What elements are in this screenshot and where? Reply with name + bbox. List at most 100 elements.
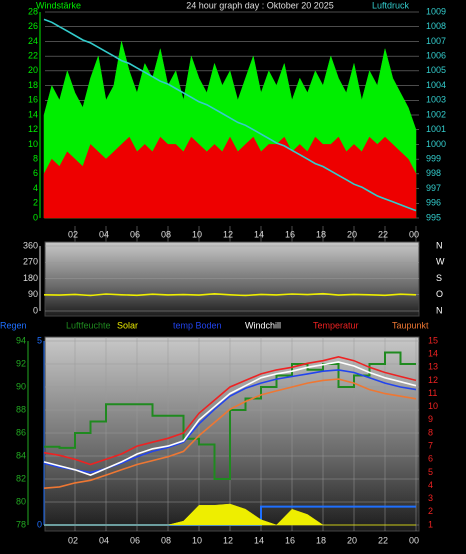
- x-tick-label: 20: [347, 229, 357, 239]
- y2-axis-title: Luftdruck: [372, 0, 410, 10]
- x-tick-label: 00: [409, 535, 419, 545]
- y-tick-label: 360: [23, 240, 38, 250]
- y2-tick-label: 15: [428, 335, 438, 345]
- y2-tick-label: 1000: [426, 139, 446, 149]
- y-tick-label: 80: [16, 496, 26, 506]
- y2-tick-label: 1009: [426, 6, 446, 16]
- y2-tick-label: 1003: [426, 95, 446, 105]
- x-tick-label: 16: [285, 535, 295, 545]
- y-axis-title: Windstärke: [36, 0, 81, 10]
- chart-title: 24 hour graph day : Oktober 20 2025: [186, 0, 334, 10]
- series-area: [44, 503, 416, 526]
- x-tick-label: 14: [254, 535, 264, 545]
- y2-tick-label: 1004: [426, 80, 446, 90]
- x-tick-label: 06: [130, 229, 140, 239]
- y2-tick-label: 1005: [426, 65, 446, 75]
- y-tick-label: 14: [28, 109, 38, 119]
- y2-tick-label: N: [436, 305, 443, 315]
- x-tick-label: 06: [130, 535, 140, 545]
- y2-tick-label: 5: [428, 467, 433, 477]
- x-tick-label: 10: [192, 229, 202, 239]
- series-line: [43, 18, 417, 212]
- y2-tick-label: 2: [428, 506, 433, 516]
- y2-tick-label: 1001: [426, 124, 446, 134]
- y2-tick-label: 4: [428, 480, 433, 490]
- y-tick-label: 26: [28, 21, 38, 31]
- y2-tick-label: 13: [428, 362, 438, 372]
- series-line: [43, 378, 417, 489]
- y2-tick-label: 1008: [426, 21, 446, 31]
- y2-tick-label: N: [436, 240, 443, 250]
- y2-tick-label: 1007: [426, 36, 446, 46]
- y2-tick-label: 12: [428, 375, 438, 385]
- y3-tick-label: 5: [37, 335, 42, 345]
- y-tick-label: 86: [16, 427, 26, 437]
- y2-tick-label: 3: [428, 493, 433, 503]
- x-tick-label: 02: [68, 229, 78, 239]
- y2-tick-label: 6: [428, 454, 433, 464]
- y-tick-label: 0: [33, 212, 38, 222]
- x-tick-label: 02: [68, 535, 78, 545]
- series-line: [43, 361, 417, 476]
- legend-entry: Luftfeuchte: [66, 320, 111, 330]
- y2-tick-label: 995: [426, 212, 441, 222]
- x-tick-label: 12: [223, 535, 233, 545]
- y-tick-label: 0: [33, 305, 38, 315]
- y-tick-label: 8: [33, 154, 38, 164]
- y-tick-label: 90: [28, 289, 38, 299]
- plot-area: [44, 336, 420, 532]
- y-tick-label: 78: [16, 519, 26, 529]
- y2-tick-label: 1002: [426, 109, 446, 119]
- y-tick-label: 16: [28, 95, 38, 105]
- y2-tick-label: 8: [428, 427, 433, 437]
- legend-entry: Regen: [0, 320, 27, 330]
- y3-tick-label: 0: [37, 519, 42, 529]
- x-tick-label: 00: [409, 229, 419, 239]
- y-tick-label: 20: [28, 65, 38, 75]
- legend-entry: Solar: [117, 320, 138, 330]
- y-tick-label: 10: [28, 139, 38, 149]
- y-tick-label: 22: [28, 51, 38, 61]
- series-line: [44, 351, 416, 480]
- y-tick-label: 82: [16, 473, 26, 483]
- y2-tick-label: S: [436, 273, 442, 283]
- y-tick-label: 270: [23, 257, 38, 267]
- x-tick-label: 18: [316, 535, 326, 545]
- y-tick-label: 88: [16, 404, 26, 414]
- series-line: [43, 292, 417, 297]
- x-tick-label: 10: [192, 535, 202, 545]
- y-tick-label: 24: [28, 36, 38, 46]
- y2-tick-label: 996: [426, 198, 441, 208]
- y-tick-label: 6: [33, 168, 38, 178]
- y2-tick-label: 1006: [426, 51, 446, 61]
- y-tick-label: 2: [33, 198, 38, 208]
- legend-entry: Temperatur: [313, 320, 359, 330]
- x-tick-label: 12: [223, 229, 233, 239]
- plot-area: [44, 241, 420, 317]
- y2-tick-label: 998: [426, 168, 441, 178]
- x-tick-label: 22: [378, 229, 388, 239]
- y2-tick-label: 997: [426, 183, 441, 193]
- x-tick-label: 14: [254, 229, 264, 239]
- y2-tick-label: 1: [428, 519, 433, 529]
- y-tick-label: 18: [28, 80, 38, 90]
- y-tick-label: 28: [28, 6, 38, 16]
- y-tick-label: 92: [16, 358, 26, 368]
- y-tick-label: 180: [23, 273, 38, 283]
- y2-tick-label: 7: [428, 441, 433, 451]
- x-tick-label: 04: [99, 229, 109, 239]
- y-tick-label: 12: [28, 124, 38, 134]
- y-tick-label: 4: [33, 183, 38, 193]
- legend-entry: Taupunkt: [392, 320, 429, 330]
- y2-tick-label: O: [436, 289, 443, 299]
- x-tick-label: 08: [161, 229, 171, 239]
- legend-entry: Windchill: [245, 320, 281, 330]
- x-tick-label: 18: [316, 229, 326, 239]
- series-area: [43, 136, 417, 219]
- y-tick-label: 84: [16, 450, 26, 460]
- y2-tick-label: 11: [428, 388, 437, 398]
- y2-tick-label: 10: [428, 401, 438, 411]
- x-tick-label: 22: [378, 535, 388, 545]
- x-tick-label: 16: [285, 229, 295, 239]
